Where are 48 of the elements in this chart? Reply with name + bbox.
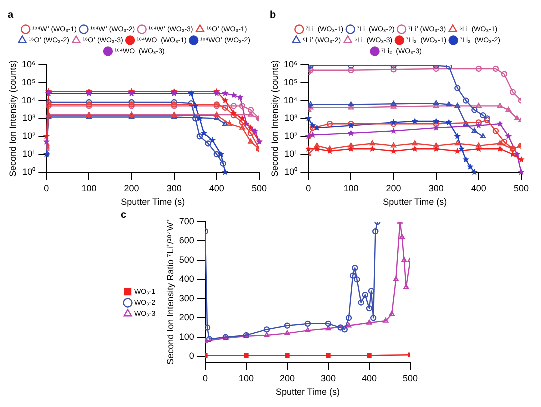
y-axis-title: Second Ion Intensity (counts) <box>8 60 18 177</box>
y-tick-label: 10¹ <box>284 148 298 159</box>
y-tick-label: 500 <box>178 254 194 265</box>
y-tick-label: 600 <box>178 236 194 246</box>
y-tick-label: 10¹ <box>22 148 36 159</box>
y-tick-label: 10⁴ <box>284 95 298 106</box>
y-axis-title: Second Ion Intensity (counts) <box>270 60 280 177</box>
y-tick-label: 10² <box>284 131 298 142</box>
text: c <box>120 210 126 221</box>
x-tick-label: 100 <box>344 183 359 194</box>
y-tick-label: 10⁴ <box>22 95 36 106</box>
x-tick-label: 0 <box>44 183 50 194</box>
x-tick-label: 200 <box>124 183 140 194</box>
x-tick-label: 200 <box>386 183 402 194</box>
y-tick-label: 700 <box>178 216 194 226</box>
x-tick-label: 400 <box>471 183 486 194</box>
y-tick-label: 10² <box>22 131 36 142</box>
x-tick-label: 400 <box>361 373 376 384</box>
x-tick-label: 300 <box>428 183 444 194</box>
y-tick-label: 400 <box>178 274 194 284</box>
x-axis-title: Sputter Time (s) <box>383 197 448 208</box>
x-axis-title: Sputter Time (s) <box>275 387 340 398</box>
y-tick-label: 200 <box>178 312 194 323</box>
y-tick-label: 10⁰ <box>22 166 36 177</box>
y-tick-label: 10⁵ <box>284 77 298 88</box>
x-tick-label: 400 <box>209 183 224 194</box>
chart-title: b <box>270 10 276 21</box>
x-tick-label: 500 <box>514 183 530 194</box>
y-tick-label: 10⁶ <box>22 59 36 70</box>
y-tick-label: 300 <box>178 293 194 304</box>
chart-title: a <box>8 10 14 21</box>
y-tick-label: 100 <box>178 332 194 342</box>
x-tick-label: 300 <box>166 183 182 194</box>
x-tick-label: 300 <box>320 373 336 384</box>
x-tick-label: 100 <box>238 373 254 384</box>
y-tick-label: 10³ <box>22 113 36 124</box>
x-tick-label: 0 <box>306 183 312 194</box>
y-tick-label: 10⁵ <box>22 77 36 88</box>
y-axis-title: Second Ion Intensity Ratio ⁷Li⁺/¹⁸⁴W⁺ <box>165 219 176 365</box>
x-tick-label: 500 <box>402 373 418 384</box>
x-tick-label: 0 <box>202 373 208 384</box>
x-tick-label: 100 <box>82 183 97 194</box>
x-tick-label: 500 <box>252 183 268 194</box>
y-tick-label: 0 <box>188 351 194 362</box>
y-tick-label: 10⁰ <box>284 166 298 177</box>
x-axis-title: Sputter Time (s) <box>121 197 186 208</box>
y-tick-label: 10³ <box>284 113 298 124</box>
y-tick-label: 10⁶ <box>284 59 298 70</box>
